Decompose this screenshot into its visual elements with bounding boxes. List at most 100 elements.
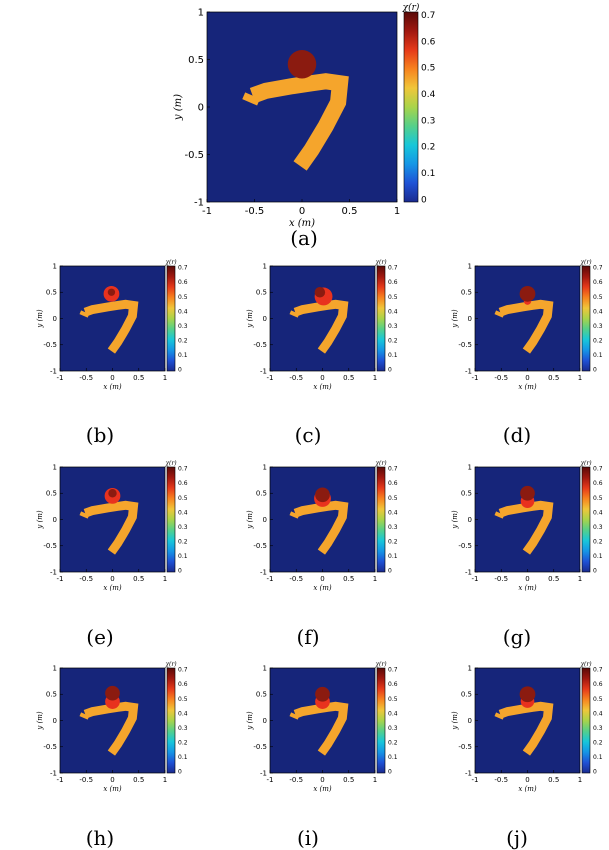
subplot-g: -1 -0.5 0 0.5 1 1 0.5 0 -0.5 -1 x (m) y (m) 0.7 0.6 0.… <box>435 457 609 602</box>
colorbar <box>166 466 176 573</box>
y-tick-label: 1 <box>53 463 57 471</box>
colorbar-tick-label: 0.4 <box>593 308 603 315</box>
colorbar-tick-label: 0.1 <box>178 754 188 761</box>
colorbar-tick-label: 0.5 <box>421 64 435 74</box>
digit-seven-start <box>289 310 300 318</box>
digit-seven-start <box>289 511 300 519</box>
y-tick-label: -1 <box>260 568 267 576</box>
colorbar-tick-label: 0.3 <box>593 524 603 531</box>
colorbar-tick-label: 0.6 <box>388 279 398 286</box>
chart-svg-j: -1 -0.5 0 0.5 1 1 0.5 0 -0.5 -1 x (m) y (m) 0.7 0.6 0.… <box>451 661 603 793</box>
colorbar-tick-label: 0.7 <box>421 11 435 21</box>
x-tick-label: 0.5 <box>343 374 354 382</box>
colorbar-tick-label: 0 <box>178 769 182 776</box>
x-tick-label: -1 <box>202 206 212 217</box>
x-axis-label: x (m) <box>518 785 537 793</box>
colorbar-tick-label: 0.6 <box>178 279 188 286</box>
x-tick-label: 0 <box>299 206 305 217</box>
colorbar-tick-label: 0 <box>178 367 182 374</box>
subplot-caption-f: (f) <box>296 625 320 649</box>
y-tick-label: 0 <box>53 717 57 725</box>
y-tick-label: 0 <box>468 717 472 725</box>
y-tick-label: -1 <box>50 568 57 576</box>
colorbar-tick-label: 0.2 <box>388 538 398 545</box>
inclusion-core <box>314 287 326 298</box>
x-tick-label: 1 <box>163 776 167 784</box>
subplot-caption-h: (h) <box>85 826 115 850</box>
x-axis-label: x (m) <box>313 584 332 592</box>
y-tick-label: 0.5 <box>256 490 267 498</box>
y-axis-label: y (m) <box>173 94 184 121</box>
y-tick-label: -1 <box>465 568 472 576</box>
colorbar-tick-label: 0.6 <box>593 681 603 688</box>
y-axis-label: y (m) <box>36 711 44 731</box>
y-tick-label: -0.5 <box>253 341 267 349</box>
digit-seven-start <box>289 712 300 720</box>
colorbar-tick-label: 0.7 <box>388 466 398 473</box>
y-axis-label: y (m) <box>246 510 254 530</box>
colorbar-tick-label: 0.7 <box>178 265 188 272</box>
colorbar-tick-label: 0.5 <box>593 495 603 502</box>
colorbar-tick-label: 0.5 <box>593 294 603 301</box>
x-tick-label: -1 <box>57 374 64 382</box>
colorbar <box>376 466 386 573</box>
colorbar-tick-label: 0.1 <box>593 352 603 359</box>
y-tick-label: -0.5 <box>184 150 204 161</box>
y-tick-label: 0.5 <box>46 691 57 699</box>
inclusion-core <box>519 686 536 703</box>
digit-seven-shape <box>83 299 139 354</box>
colorbar-tick-label: 0.6 <box>421 37 436 47</box>
colorbar-tick-label: 0.7 <box>593 667 603 674</box>
colorbar-tick-label: 0.2 <box>593 739 603 746</box>
inclusion-core <box>520 485 535 501</box>
colorbar-tick-label: 0.4 <box>421 90 436 100</box>
x-tick-label: -1 <box>472 776 479 784</box>
x-tick-label: 1 <box>394 206 400 217</box>
subplot-i: -1 -0.5 0 0.5 1 1 0.5 0 -0.5 -1 x (m) y (m) 0.7 0.6 0.… <box>230 658 415 803</box>
colorbar-tick-label: 0.5 <box>593 696 603 703</box>
x-tick-label: -0.5 <box>494 575 508 583</box>
x-tick-label: 0 <box>320 374 324 382</box>
inclusion-core <box>519 285 536 302</box>
y-tick-label: 1 <box>198 8 204 19</box>
colorbar-tick-label: 0 <box>593 367 597 374</box>
colorbar-tick-label: 0.6 <box>388 480 398 487</box>
inclusion-core <box>315 686 330 702</box>
x-tick-label: 1 <box>373 776 377 784</box>
y-axis-label: y (m) <box>451 711 459 731</box>
x-tick-label: 0.5 <box>548 776 559 784</box>
y-axis-label: y (m) <box>36 309 44 329</box>
colorbar-tick-label: 0 <box>421 195 427 205</box>
colorbar-tick-label: 0.4 <box>593 710 603 717</box>
chart-svg-a: -1 -0.5 0 0.5 1 1 0.5 0 -0.5 -1 x (m) y (m) 0.7 0.6 0.… <box>173 2 436 229</box>
x-tick-label: -0.5 <box>494 374 508 382</box>
colorbar-tick-label: 0.1 <box>388 553 398 560</box>
x-tick-label: -1 <box>267 776 274 784</box>
x-tick-label: 1 <box>578 575 582 583</box>
plot-background <box>270 266 375 371</box>
digit-seven-shape <box>249 73 349 171</box>
inclusion-core <box>108 489 117 498</box>
subplot-caption-i: (i) <box>296 826 319 850</box>
x-axis-label: x (m) <box>313 383 332 391</box>
colorbar-tick-label: 0.2 <box>178 337 188 344</box>
y-tick-label: 0 <box>263 315 267 323</box>
y-tick-label: 0 <box>53 315 57 323</box>
y-tick-label: 1 <box>263 664 267 672</box>
colorbar-tick-label: 0.1 <box>593 553 603 560</box>
x-tick-label: 1 <box>578 374 582 382</box>
x-tick-label: 0 <box>525 374 529 382</box>
colorbar-tick-label: 0.4 <box>178 710 188 717</box>
x-tick-label: 0.5 <box>133 575 144 583</box>
colorbar-label: χ(r) <box>164 460 177 467</box>
x-tick-label: -1 <box>57 776 64 784</box>
x-tick-label: 0 <box>320 575 324 583</box>
x-tick-label: -0.5 <box>79 575 93 583</box>
y-tick-label: -0.5 <box>458 743 472 751</box>
x-tick-label: -0.5 <box>245 206 265 217</box>
colorbar-tick-label: 0 <box>593 568 597 575</box>
x-tick-label: -1 <box>472 374 479 382</box>
chart-svg-h: -1 -0.5 0 0.5 1 1 0.5 0 -0.5 -1 x (m) y (m) 0.7 0.6 0.… <box>36 661 188 793</box>
digit-seven-start <box>494 310 505 318</box>
digit-seven-shape <box>83 500 139 555</box>
